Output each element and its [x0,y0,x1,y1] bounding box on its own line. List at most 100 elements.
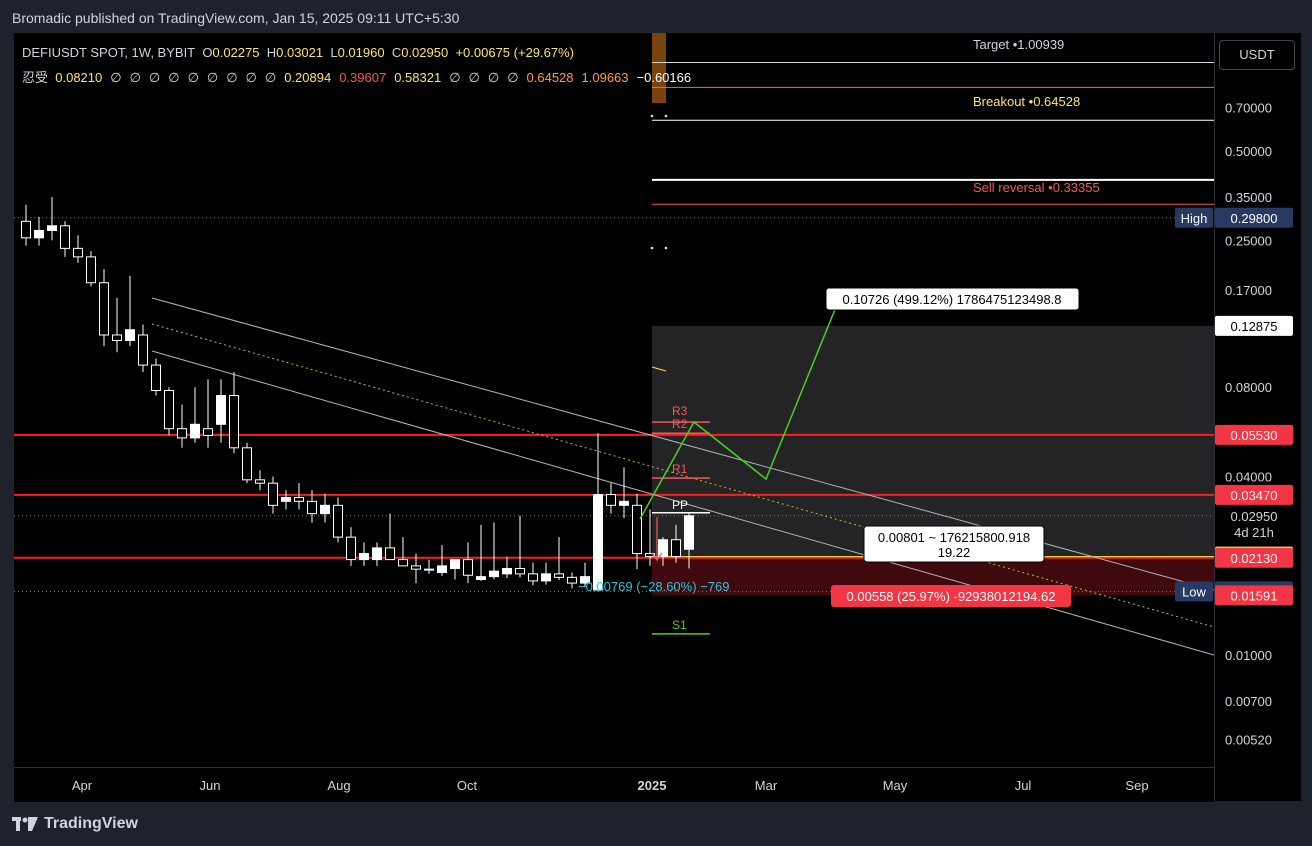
candle [645,509,655,566]
candle [606,483,616,514]
indicator-value: ∅ [206,70,219,85]
indicator-value: ∅ [468,70,480,85]
candle-body-up [281,497,291,502]
candle-body-down [151,364,161,392]
price-tick-label: 0.04000 [1225,470,1272,485]
candle-body-up [476,576,486,580]
candle-body-down [567,576,577,584]
indicator-value: 0.58321 [394,70,442,85]
indicator-value: ∅ [245,70,257,85]
price-tag-label: Low [1182,584,1206,599]
candle-body-down [528,573,538,582]
indicator-value: 1.09663 [581,70,629,85]
candle [554,537,564,581]
candle [619,467,629,519]
candle-body-up [359,553,369,561]
currency-button[interactable]: USDT [1219,40,1295,70]
candle [320,493,330,523]
price-tick-label: 0.70000 [1225,101,1272,116]
long-target-zone [652,325,1214,557]
time-axis-svg: Apr Jun Aug Oct 2025 Mar May Jul Sep [72,778,1149,793]
candle [333,497,343,543]
price-badge-label: 0.02950 [1231,509,1278,524]
publisher-line: Bromadic published on TradingView.com, J… [12,10,460,26]
candle [372,542,382,566]
candle-body-down [294,497,304,502]
pivot-r2-label: R2 [672,417,688,431]
low-label: L [330,45,338,60]
candle [437,545,447,576]
candle [281,490,291,510]
candle-body-up [489,570,499,578]
marker-dot [650,114,654,118]
open-value: 0.02275 [212,45,260,60]
indicator-value: ∅ [264,70,277,85]
candle-body-down [424,568,434,571]
high-label: H [266,45,277,60]
candle [164,387,174,436]
indicator-value: −0.60166 [636,70,692,85]
price-badge-label: 0.01591 [1231,588,1278,603]
candle-body-down [554,573,564,578]
candle-body-down [333,504,343,538]
indicator-value: ∅ [187,70,199,85]
price-tick-label: 0.35000 [1225,190,1272,205]
marker-dot [664,114,668,118]
long-target-text: 0.10726 (499.12%) 1786475123498.8 [842,292,1061,307]
sell-reversal-label: Sell reversal •0.33355 [973,180,1100,195]
time-tick-label: Aug [327,778,350,793]
indicator-value: ∅ [449,70,461,85]
candle [632,493,642,570]
price-tick-label: 0.17000 [1225,283,1272,298]
price-axis[interactable]: 0.70000 0.50000 0.35000 0.25000 0.17000 0.080… [1214,33,1301,801]
move-label: −0.00769 (−28.60%) −769 [578,579,729,594]
chart-pane[interactable]: Target •1.00939 Breakout •0.64528 Sell rev… [14,33,1214,767]
candle-body-down [138,334,148,366]
candle [450,559,460,580]
indicator-value: 0.39607 [339,70,387,85]
price-tag-label: High [1181,211,1208,226]
candle [411,553,421,584]
stop-text: 0.00558 (25.97%) -92938012194.62 [847,589,1056,604]
candle [593,433,603,592]
candle [684,512,694,569]
price-badge-label: 0.05530 [1231,428,1278,443]
price-badge [1215,505,1293,542]
candle [541,562,551,585]
price-chart-svg[interactable]: Target •1.00939 Breakout •0.64528 Sell rev… [14,33,1214,767]
indicator-value: 0.08210 [55,70,103,85]
indicator-legend: 忍受 0.08210 ∅ ∅ ∅ ∅ ∅ ∅ ∅ ∅ ∅ 0.20894 0.39607 0.58321… [22,67,699,86]
measure-text-1: 0.00801 ~ 176215800.918 [878,530,1030,545]
candle [463,542,473,584]
price-tick-label: 0.01000 [1225,648,1272,663]
price-badge-label: 0.02130 [1231,551,1278,566]
candle-body-down [346,536,356,561]
price-tag-box [1175,581,1213,602]
candle-body-down [99,282,109,336]
tradingview-logo[interactable]: TradingView [12,815,138,833]
stop-box [831,585,1071,607]
time-tick-label: Apr [72,778,93,793]
time-axis[interactable]: Apr Jun Aug Oct 2025 Mar May Jul Sep [14,767,1214,802]
tradingview-logo-icon [12,817,38,831]
symbol-title[interactable]: DEFIUSDT SPOT, 1W, BYBIT [22,45,196,60]
candle-body-down [606,494,616,506]
candle [112,297,122,353]
candle [489,522,499,580]
projection-path [639,306,837,520]
channel-mid-line [151,323,1214,628]
indicator-value: ∅ [148,70,161,85]
price-badge [1215,585,1293,606]
candle-body-up [216,395,226,425]
candle-body-up [190,423,200,439]
price-badge-label: 0.03470 [1231,488,1278,503]
candle [346,527,356,566]
price-axis-svg: 0.70000 0.50000 0.35000 0.25000 0.17000 0.080… [1215,101,1293,747]
pivot-s1-label: S1 [672,618,687,632]
candle-body-down [645,553,655,558]
candle [528,562,538,586]
fib-bar [652,33,666,103]
indicator-name[interactable]: 忍受 [22,70,49,85]
target-label: Target •1.00939 [973,37,1064,52]
